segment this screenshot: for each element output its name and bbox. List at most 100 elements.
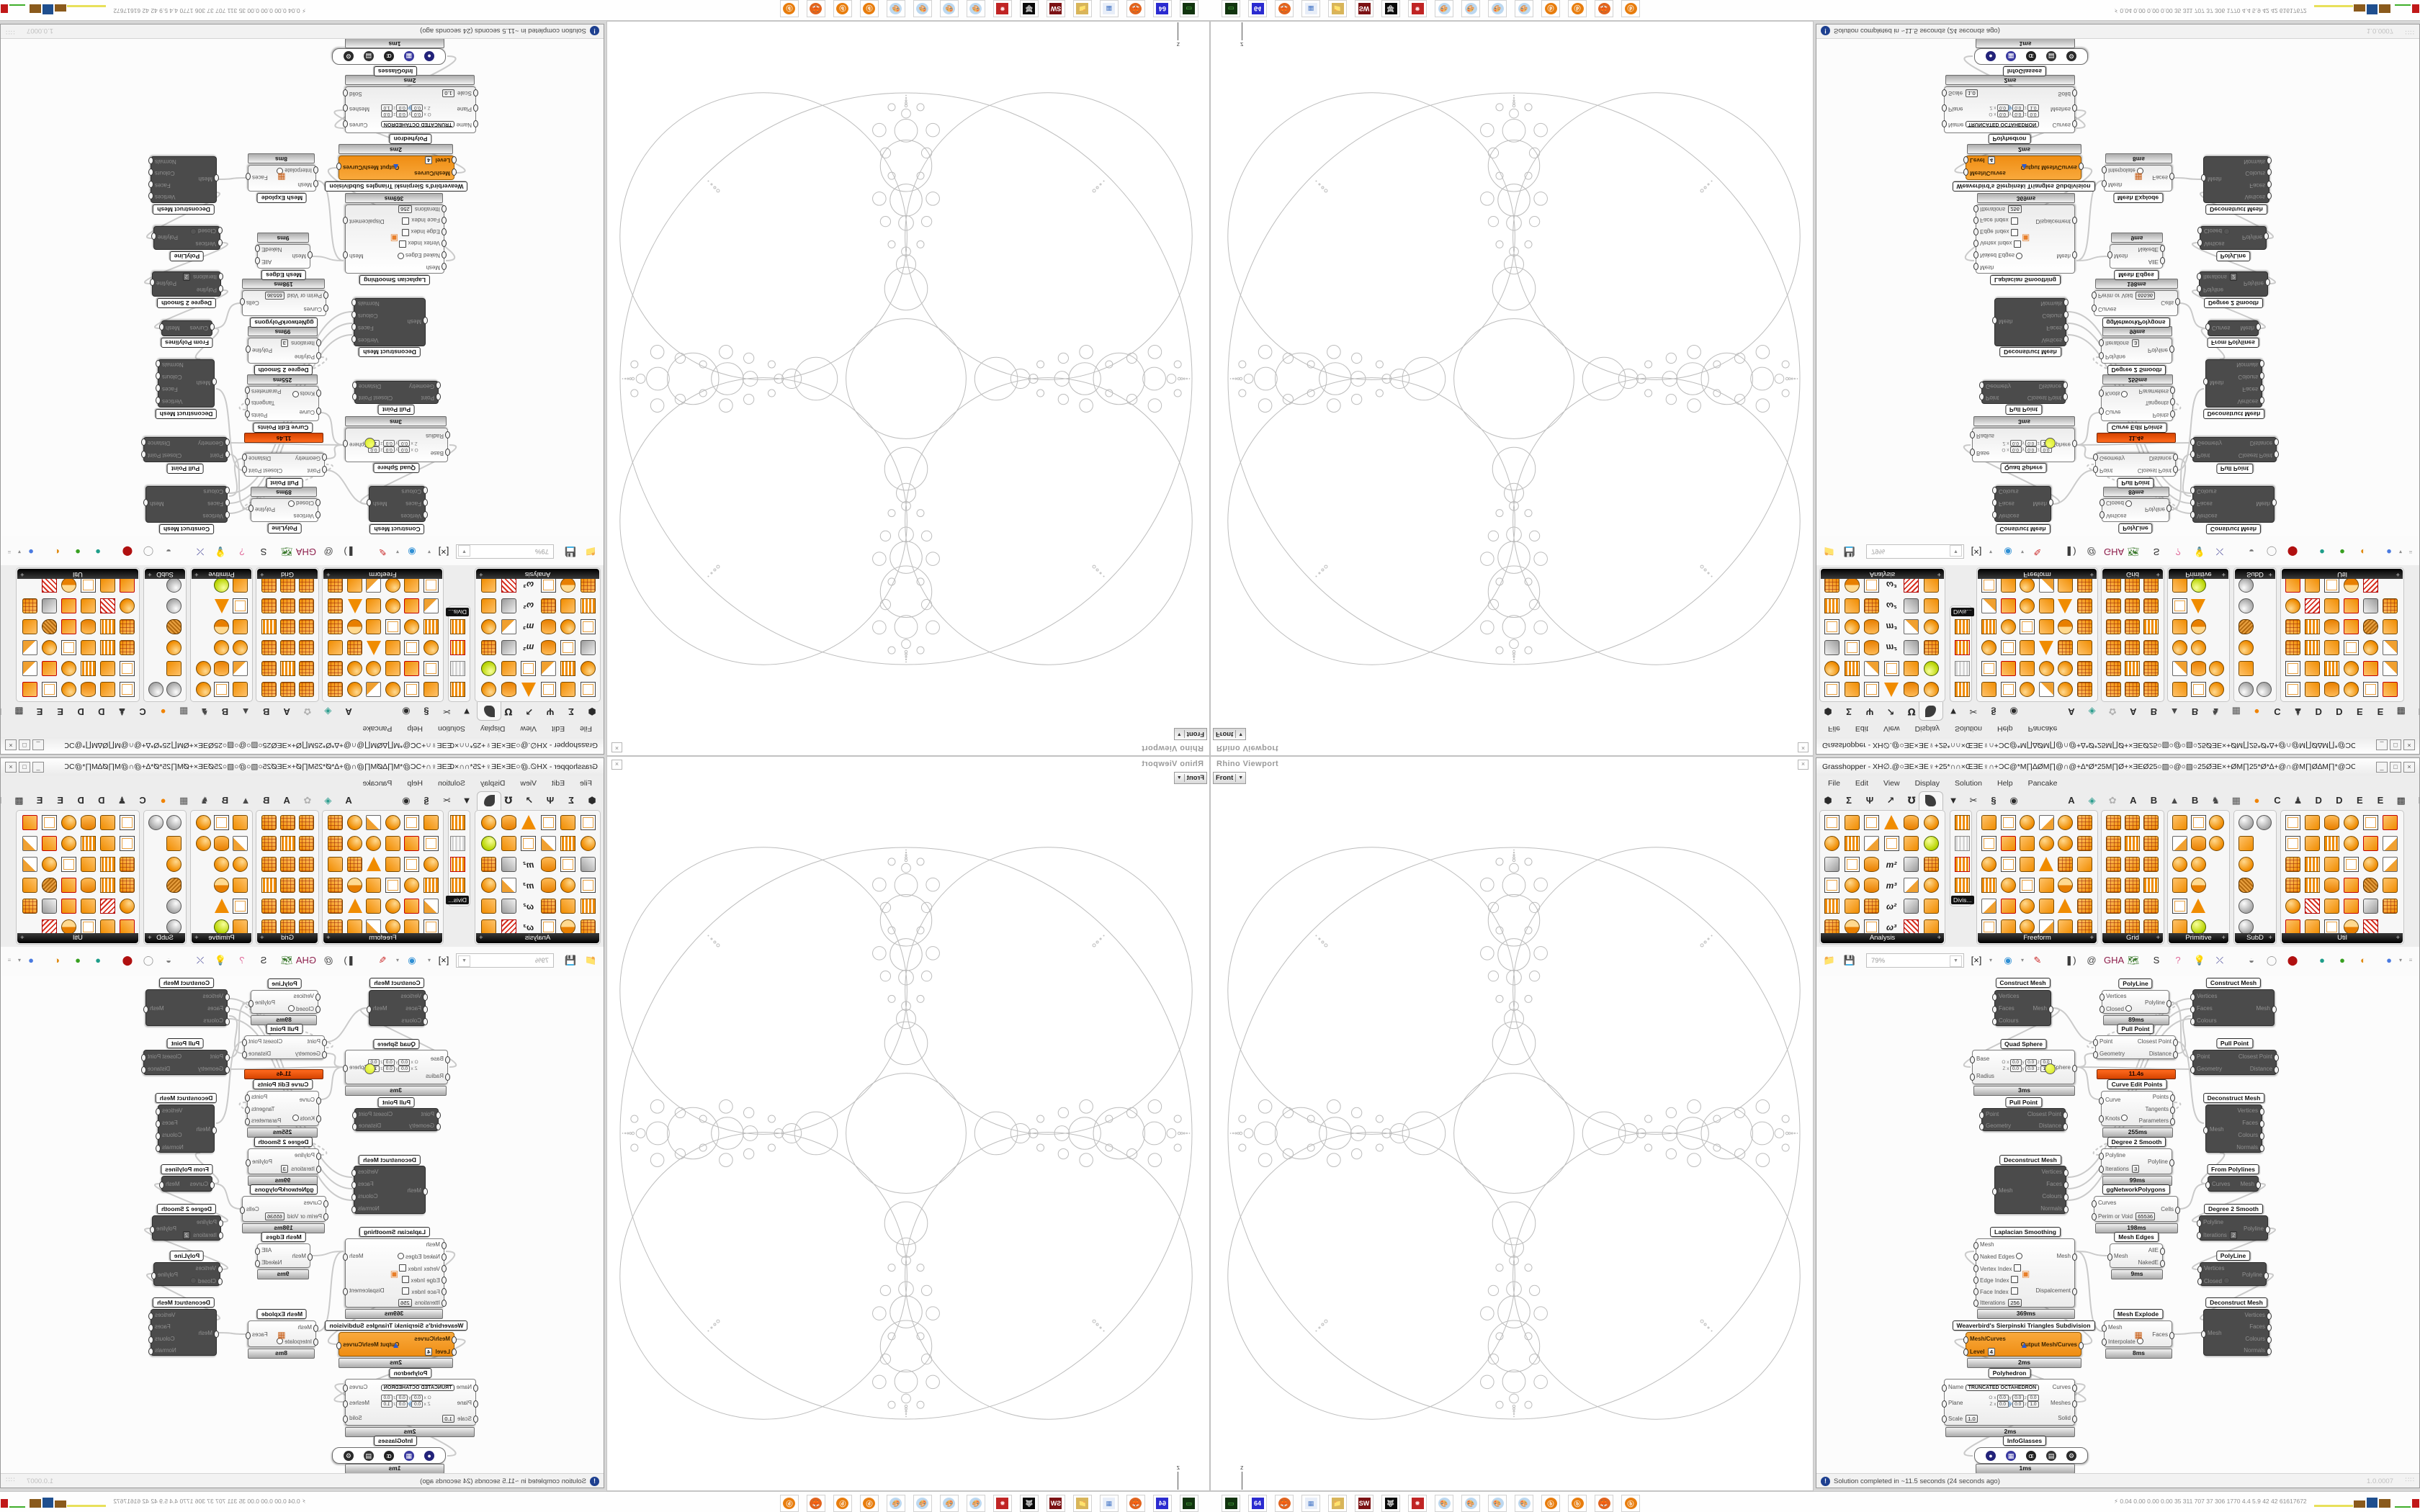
ribbon-icon[interactable] (2344, 878, 2359, 893)
ribbon-icon[interactable] (2038, 899, 2054, 914)
input-port[interactable] (218, 1277, 223, 1285)
input-port[interactable] (2099, 339, 2104, 346)
output-port[interactable] (2274, 451, 2279, 459)
tab-plugin-0[interactable]: A (2068, 795, 2075, 806)
ribbon-icon[interactable] (148, 815, 163, 830)
ribbon-icon[interactable] (2305, 682, 2320, 697)
ribbon-icon[interactable] (450, 682, 465, 697)
node-degree-2-smooth[interactable]: Polyline Iterations 2 Polyline (2197, 271, 2270, 297)
input-port[interactable] (2205, 1182, 2210, 1189)
grasshopper-canvas[interactable]: Construct Mesh Vertices Faces Colours Mesh Qu… (1816, 39, 2420, 536)
ribbon-icon[interactable] (1883, 683, 1899, 697)
tab-glyph-3[interactable]: ↗ (1886, 706, 1895, 717)
ribbon-icon[interactable] (541, 919, 556, 935)
toolbar-icon-5[interactable]: ▾ (396, 549, 400, 555)
input-port[interactable] (218, 1232, 223, 1240)
output-port[interactable] (2160, 257, 2165, 265)
ribbon-icon[interactable] (2125, 836, 2140, 851)
ribbon-icon[interactable] (481, 836, 497, 851)
tab-glyph-0[interactable]: ⬢ (588, 706, 596, 717)
ribbon-icon[interactable] (328, 598, 344, 613)
input-port[interactable] (2099, 510, 2105, 518)
output-port[interactable] (352, 1112, 357, 1119)
tab-plugin-9[interactable]: ● (2254, 795, 2260, 806)
ribbon-icon[interactable] (280, 836, 295, 851)
output-port[interactable] (2063, 323, 2069, 330)
ribbon-icon[interactable] (195, 661, 211, 676)
input-port[interactable] (2093, 1050, 2098, 1058)
tab-plugin-17[interactable]: E (2413, 704, 2420, 719)
ribbon-icon[interactable] (2238, 899, 2254, 914)
ribbon-icon[interactable] (1824, 661, 1839, 676)
input-port[interactable] (2190, 499, 2195, 507)
ribbon-icon[interactable] (2305, 661, 2320, 676)
toolbar-icon-1[interactable]: 💾 (564, 955, 577, 966)
ribbon-icon[interactable] (404, 619, 420, 634)
node-nickname[interactable]: Mesh Edges (2114, 1232, 2159, 1242)
input-port[interactable] (2197, 238, 2202, 246)
node-degree-2-smooth[interactable]: Polyline Iterations 3 Polyline (246, 1148, 321, 1174)
panel-name-truncated[interactable]: Divis... (1951, 896, 1974, 904)
node-nickname[interactable]: Laplacian Smoothing (1990, 275, 2061, 285)
value-chip[interactable]: 2 (182, 1231, 190, 1240)
tab-plugin-1[interactable]: ◈ (2088, 706, 2096, 717)
output-port[interactable] (2267, 1313, 2272, 1320)
node-nickname[interactable]: Polyhedron (389, 134, 432, 144)
ribbon-icon[interactable] (299, 836, 314, 851)
ribbon-icon[interactable] (2038, 878, 2054, 893)
tab-glyph-b-0[interactable]: ▼ (462, 706, 472, 717)
ribbon-icon[interactable] (2125, 598, 2140, 613)
input-port[interactable] (225, 487, 230, 495)
infoglasses-icon[interactable]: ⚙ (2066, 51, 2076, 62)
ribbon-icon[interactable] (2143, 919, 2159, 935)
input-port[interactable] (316, 1153, 321, 1160)
node-nickname[interactable]: Quad Sphere (373, 463, 420, 473)
input-port[interactable] (423, 510, 428, 518)
output-port[interactable] (343, 1065, 348, 1072)
ribbon-icon[interactable] (2190, 599, 2205, 613)
ribbon-icon[interactable] (1981, 577, 1996, 593)
tab-plugin-3[interactable]: A (283, 795, 290, 806)
node-mesh-explode[interactable]: Mesh Interpolate Faces ▦ (246, 1320, 318, 1347)
output-port[interactable] (2072, 1288, 2077, 1295)
ribbon-icon[interactable] (2190, 836, 2206, 851)
ribbon-icon[interactable] (2305, 857, 2320, 872)
toolbar-icon-2[interactable]: [×] (1971, 955, 1982, 966)
output-port[interactable] (2173, 454, 2178, 462)
input-port[interactable] (322, 1039, 327, 1047)
ribbon-icon[interactable] (560, 661, 576, 676)
close-icon[interactable]: × (611, 760, 622, 770)
ribbon-icon[interactable] (2257, 815, 2272, 830)
ribbon-icon[interactable] (2190, 577, 2206, 593)
output-port[interactable] (2259, 1144, 2264, 1152)
ribbon-icon[interactable] (2344, 919, 2359, 935)
toolbar-icon-21[interactable]: ● (2386, 955, 2392, 966)
toolbar-icon-0[interactable]: 📁 (584, 955, 597, 966)
node-mesh-edges[interactable]: Mesh AllE NakedE (255, 1243, 313, 1268)
output-port[interactable] (2274, 1066, 2279, 1074)
panel-menu-icon[interactable]: + (194, 934, 199, 942)
tab-glyph-b-2[interactable]: § (1991, 795, 1996, 806)
ribbon-icon[interactable] (280, 577, 295, 593)
node-nickname[interactable]: Construct Mesh (369, 978, 425, 988)
ribbon-icon[interactable]: m³ (1886, 621, 1897, 632)
ribbon-icon[interactable] (541, 815, 556, 830)
ribbon-icon[interactable] (581, 619, 596, 634)
ribbon-icon[interactable] (2106, 815, 2121, 830)
ribbon-icon[interactable] (2076, 682, 2092, 697)
toolbar-icon-12[interactable]: ? (239, 546, 245, 557)
viewport-canvas[interactable]: z x (608, 786, 1209, 1490)
tab-plugin-16[interactable]: ▩ (2396, 706, 2406, 717)
input-port[interactable] (315, 499, 321, 507)
ribbon-icon[interactable] (2076, 899, 2092, 914)
node-construct-mesh[interactable]: Vertices Faces Colours Mesh (1992, 990, 2053, 1026)
ribbon-icon[interactable] (2000, 577, 2016, 593)
ribbon-icon[interactable] (2125, 857, 2140, 872)
viewport-canvas[interactable]: z x (1211, 22, 1812, 726)
input-port[interactable] (2092, 1200, 2097, 1207)
input-port[interactable] (2197, 1277, 2202, 1285)
taskbar-app-button-3[interactable]: ▦ (1100, 1495, 1119, 1512)
node-nickname[interactable]: Deconstruct Mesh (1999, 1155, 2061, 1165)
toolbar-icon-2[interactable]: [×] (1971, 546, 1982, 557)
node-curve-edit-points[interactable]: Curve Knots Points Tangents Parameters (245, 1091, 321, 1126)
